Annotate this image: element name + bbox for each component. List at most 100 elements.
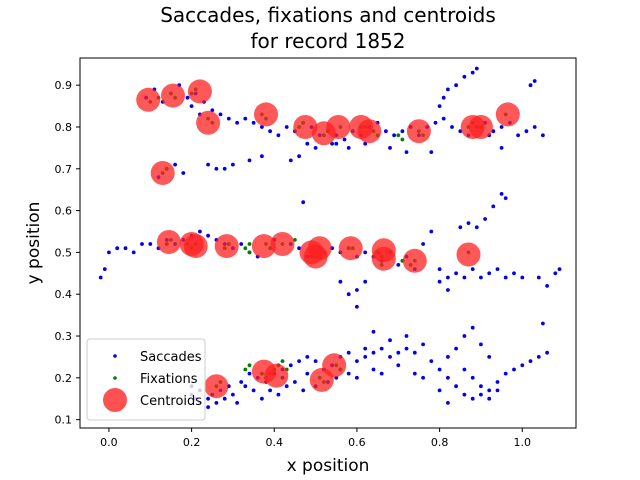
saccade-point — [446, 275, 450, 280]
legend: Saccades Fixations Centroids — [86, 338, 206, 421]
centroid-point — [307, 236, 332, 261]
saccade-point — [532, 79, 537, 83]
saccade-point — [214, 166, 219, 171]
centroid-point — [406, 119, 431, 144]
saccade-point — [276, 133, 281, 138]
saccade-point — [528, 83, 533, 88]
saccade-point — [541, 321, 545, 326]
saccade-point — [421, 342, 425, 347]
saccade-point — [499, 192, 504, 196]
saccade-point — [363, 279, 368, 284]
saccade-point — [247, 158, 252, 163]
centroid-point — [214, 234, 239, 259]
y-axis: 0.1 0.2 0.3 0.4 0.5 0.6 0.7 0.8 0.9 — [55, 79, 80, 427]
saccade-point — [454, 83, 458, 88]
saccade-point — [371, 329, 376, 334]
fixation-point — [243, 246, 248, 251]
saccade-point — [441, 116, 446, 121]
saccade-point — [355, 304, 359, 309]
legend-fixations-marker — [113, 376, 117, 380]
saccade-point — [446, 401, 450, 405]
saccade-point — [487, 355, 492, 359]
saccade-point — [338, 279, 343, 284]
centroids-layer — [136, 79, 520, 399]
saccade-point — [446, 375, 450, 380]
saccade-point — [536, 275, 541, 280]
saccade-point — [446, 355, 450, 359]
saccade-point — [355, 359, 359, 363]
legend-centroids-marker — [103, 388, 127, 412]
saccade-point — [363, 355, 368, 359]
x-axis-label: x position — [287, 456, 370, 476]
saccade-point — [140, 242, 144, 246]
saccade-point — [470, 267, 475, 271]
saccade-point — [479, 275, 483, 280]
saccade-point — [288, 158, 293, 163]
saccade-point — [462, 334, 467, 338]
centroid-point — [338, 236, 363, 261]
saccade-point — [487, 271, 492, 276]
saccade-point — [260, 396, 264, 401]
saccade-point — [454, 384, 458, 389]
saccade-point — [181, 171, 186, 175]
saccade-point — [313, 146, 318, 150]
saccade-point — [206, 405, 211, 409]
saccade-point — [235, 401, 240, 405]
y-tick-label: 0.5 — [55, 246, 73, 259]
saccade-point — [363, 250, 368, 255]
saccade-point — [400, 129, 405, 134]
y-tick-label: 0.6 — [55, 205, 73, 218]
centroid-point — [495, 102, 520, 127]
saccade-point — [206, 396, 211, 401]
saccade-point — [520, 363, 525, 368]
saccade-point — [458, 225, 463, 230]
saccade-point — [297, 359, 301, 363]
y-axis-label: y position — [24, 202, 44, 285]
saccade-point — [495, 380, 500, 384]
chart-title-line-1: Saccades, fixations and centroids — [160, 3, 496, 27]
fixation-point — [247, 363, 252, 368]
saccade-point — [185, 95, 190, 100]
x-tick-label: 0.8 — [431, 436, 449, 449]
y-tick-label: 0.4 — [55, 288, 73, 301]
saccade-point — [421, 242, 425, 246]
saccade-point — [392, 133, 396, 138]
saccade-point — [462, 392, 467, 397]
y-tick-label: 0.7 — [55, 163, 73, 176]
saccade-point — [222, 166, 227, 171]
legend-centroids-label: Centroids — [140, 394, 202, 409]
saccade-point — [346, 146, 351, 150]
saccade-point — [313, 359, 318, 363]
x-tick-label: 0.2 — [183, 436, 201, 449]
saccade-point — [437, 388, 442, 393]
saccade-point — [276, 392, 281, 397]
saccade-point — [251, 120, 256, 125]
x-tick-label: 0.4 — [266, 436, 284, 449]
chart-title-line-2: for record 1852 — [251, 29, 406, 53]
saccade-point — [553, 271, 558, 276]
saccade-point — [371, 350, 376, 355]
saccade-point — [454, 271, 458, 276]
fixation-point — [247, 242, 252, 246]
saccade-point — [433, 120, 438, 125]
fixation-point — [400, 137, 405, 142]
saccade-point — [524, 129, 529, 134]
saccade-point — [260, 125, 264, 129]
saccade-point — [342, 137, 347, 142]
saccade-point — [462, 367, 467, 372]
saccade-point — [231, 162, 235, 167]
legend-saccades-marker — [113, 354, 117, 358]
saccade-point — [247, 371, 252, 376]
saccade-point — [557, 267, 562, 271]
legend-fixations-label: Fixations — [140, 372, 198, 387]
saccade-point — [479, 384, 483, 389]
saccade-point — [466, 221, 471, 226]
saccade-point — [541, 133, 545, 138]
saccade-point — [450, 125, 454, 129]
saccade-point — [462, 275, 467, 280]
saccade-point — [189, 104, 194, 108]
saccade-point — [446, 87, 450, 92]
saccade-point — [355, 375, 359, 380]
saccade-point — [470, 325, 475, 330]
saccade-point — [268, 129, 272, 134]
